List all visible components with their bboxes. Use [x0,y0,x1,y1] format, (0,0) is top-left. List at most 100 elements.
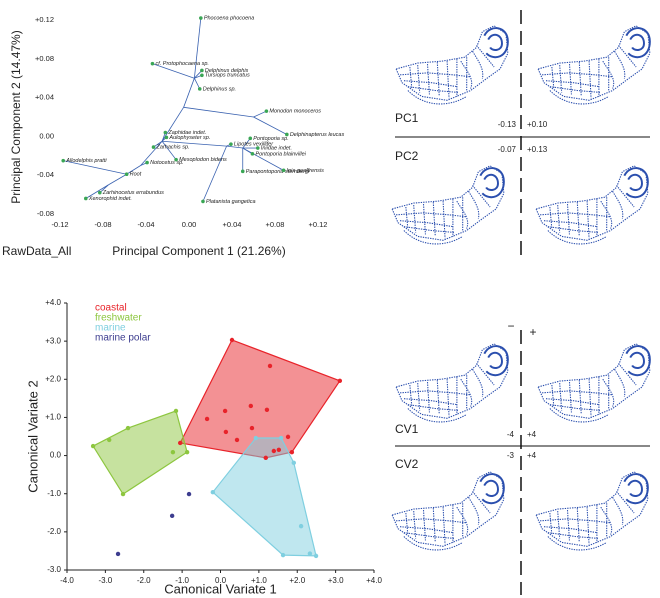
tree-branch [194,70,203,79]
data-point [248,403,254,409]
data-point [285,434,291,440]
panel-note: RawData_All [2,244,71,258]
taxon-point [61,158,66,163]
y-tick-label: -0.04 [37,170,54,179]
taxon-point [199,16,203,20]
taxon-label: Xenorophid indet. [88,196,132,202]
shape-panels [395,10,650,595]
tree-branch [183,106,254,118]
x-tick-label: -1.0 [175,576,189,585]
skull-shape [537,24,651,105]
y-tick-label: 0.0 [50,451,62,460]
data-point [186,491,192,497]
taxon-label: Delphinus delphis [205,68,249,74]
taxon-point [84,196,88,201]
x-tick-label: +4.0 [366,576,382,585]
taxon-point [151,145,156,149]
tree-branch [202,145,227,202]
x-tick-label: -4.0 [60,576,74,585]
y-tick-label: -0.08 [37,209,54,218]
pc-value: -0.13 [498,120,517,129]
tree-branch [152,63,195,79]
data-point [271,448,277,454]
data-point [234,437,240,443]
cv-value: -4 [507,430,515,439]
y-tick-label: +1.0 [45,413,61,422]
data-point [90,443,96,449]
data-point [178,440,183,446]
tree-branch [253,110,267,118]
pc-value: +0.10 [527,120,548,129]
tree-branch [242,147,284,171]
tree-branch [140,140,163,166]
skull-shape [535,470,649,551]
cv-sign: + [529,325,536,339]
x-tick-label: 0.0 [215,576,227,585]
x-axis-label: Canonical Variate 1 [164,581,277,596]
x-tick-label: -3.0 [98,576,112,585]
taxon-point [124,172,129,177]
tree-branch [161,141,177,160]
y-tick-label: +0.04 [35,93,54,102]
y-tick-label: +4.0 [45,298,61,307]
y-tick-label: +0.12 [35,15,54,24]
data-point [307,551,313,556]
y-axis-label: Canonical Variate 2 [25,380,40,493]
tree-branch [253,116,288,135]
pc-value: +0.13 [527,145,548,154]
data-point [249,425,255,431]
taxon-label: Platanista gangetica [206,199,256,205]
y-tick-label: -3.0 [47,565,61,574]
taxon-label: Notocetus sp. [150,160,184,166]
taxon-point [145,160,149,165]
data-point [169,513,175,519]
taxon-point [248,136,253,141]
taxon-point [229,142,233,146]
x-tick-label: +1.0 [251,576,267,585]
taxon-label: Tursiops truncatus [205,73,250,79]
taxon-point [197,87,202,91]
data-point [253,435,259,441]
taxon-label: Delphinus sp. [203,86,236,92]
data-point [229,337,235,343]
taxon-point [250,152,255,156]
tree-branch [126,165,141,175]
data-point [337,378,343,384]
y-tick-label: +0.08 [35,54,54,63]
taxon-label: Zarhachis sp. [156,145,190,151]
legend-entry: marine [95,323,126,334]
data-point [264,407,270,412]
chart: -4.0 -3.0 -2.0 -1.0 0.0 +1.0 +2.0 +3.0 +4.0 -3.0 -… [25,298,382,596]
group-hull [92,410,188,495]
tree-branch [85,184,109,199]
x-tick-label: -0.08 [94,220,111,229]
legend-entry: coastal [95,303,127,314]
data-point [278,435,284,441]
taxon-label: Parapontoporia sternbergi [246,169,310,175]
x-tick-label: -0.12 [51,220,68,229]
cv-value: +4 [527,451,537,460]
pc-value: -0.07 [498,145,517,154]
x-tick-label: 0.00 [182,220,197,229]
data-point [120,491,126,497]
tree-branch [162,140,227,147]
skull-shape [395,24,509,105]
taxon-label: Allodelphis pratti [65,158,107,164]
pc-label: PC2 [395,149,419,163]
taxon-point [164,135,169,140]
x-tick-label: -2.0 [137,576,151,585]
tree-branch [63,160,127,175]
y-tick-label: +3.0 [45,336,61,345]
x-tick-label: +0.08 [266,220,285,229]
tree-branch [242,138,251,149]
cv-sign: − [507,319,514,333]
taxon-point [240,169,245,174]
data-point [276,447,282,453]
taxon-label: Monodon monoceros [269,109,321,115]
x-tick-label: +3.0 [328,576,344,585]
taxon-point [264,109,269,113]
taxon-point [97,190,102,195]
data-point [125,425,131,431]
